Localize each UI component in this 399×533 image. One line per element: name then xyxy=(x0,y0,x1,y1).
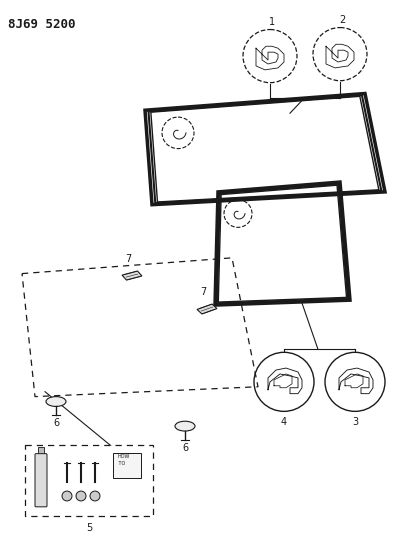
Text: 7: 7 xyxy=(200,287,206,297)
Polygon shape xyxy=(197,304,217,314)
Text: 1: 1 xyxy=(269,17,275,27)
Text: 8J69 5200: 8J69 5200 xyxy=(8,18,75,31)
FancyBboxPatch shape xyxy=(38,447,44,455)
Ellipse shape xyxy=(175,421,195,431)
Circle shape xyxy=(76,491,86,501)
Text: 3: 3 xyxy=(352,417,358,427)
Ellipse shape xyxy=(46,397,66,407)
FancyBboxPatch shape xyxy=(35,454,47,507)
Circle shape xyxy=(90,491,100,501)
Text: 5: 5 xyxy=(86,522,92,532)
FancyBboxPatch shape xyxy=(25,445,153,516)
Text: 6: 6 xyxy=(182,443,188,453)
Text: 4: 4 xyxy=(281,417,287,427)
Text: 7: 7 xyxy=(125,254,131,264)
Text: 2: 2 xyxy=(339,14,345,25)
Circle shape xyxy=(62,491,72,501)
FancyBboxPatch shape xyxy=(113,453,141,478)
Text: 6: 6 xyxy=(53,418,59,428)
Text: HOW: HOW xyxy=(117,454,129,458)
Polygon shape xyxy=(122,271,142,280)
Text: TO: TO xyxy=(117,461,125,465)
